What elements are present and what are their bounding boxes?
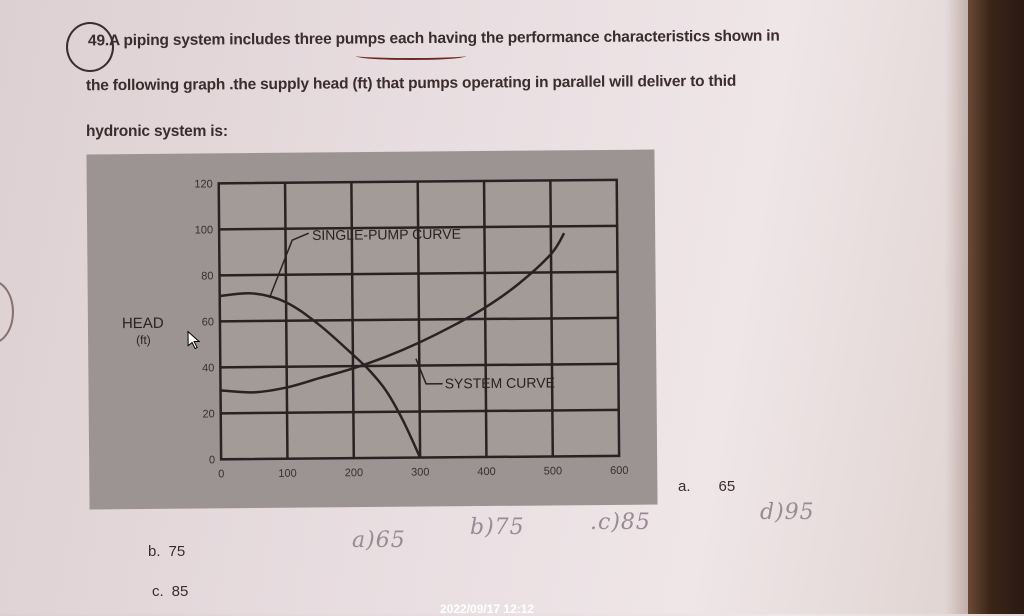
- handwritten-underline-arrow: [356, 52, 466, 60]
- x-tick-label: 600: [610, 465, 628, 477]
- grid-line-y: [219, 316, 618, 323]
- mouse-cursor-icon: [187, 330, 201, 350]
- single-pump-curve: [219, 291, 422, 459]
- x-tick-label: 500: [544, 465, 562, 477]
- question-text-1: A piping system includes three pumps eac…: [108, 27, 780, 50]
- handwritten-b: b)75: [470, 515, 525, 540]
- system-curve: [220, 232, 566, 394]
- question-line-3: hydronic system is:: [86, 123, 228, 140]
- y-axis-unit: (ft): [136, 333, 151, 347]
- y-tick-label: 60: [202, 316, 214, 328]
- x-tick-label: 200: [345, 467, 363, 479]
- chart-svg: 0 100 200 300 400 500 600 0 20 40 60 80 100 120 HEAD(f…: [122, 178, 629, 480]
- y-tick-label: 20: [202, 408, 214, 420]
- x-tick-label: 0: [218, 468, 224, 480]
- option-c: c. 85: [152, 583, 189, 600]
- option-b: b. 75: [148, 543, 186, 560]
- handwritten-a: a)65: [352, 528, 406, 553]
- y-tick-label: 120: [194, 178, 212, 190]
- y-tick-label: 80: [201, 270, 213, 282]
- option-a: a. 65: [678, 478, 736, 495]
- pump-chart: 0 100 200 300 400 500 600 0 20 40 60 80 100 120 HEAD (f…: [86, 149, 658, 510]
- y-tick-label: 0: [209, 454, 215, 466]
- system-curve-label: SYSTEM CURVE: [445, 374, 555, 391]
- desk-background: [968, 0, 1024, 614]
- y-tick-label: 40: [202, 362, 214, 374]
- single-pump-label: SINGLE-PUMP CURVE: [312, 226, 461, 243]
- x-tick-label: 100: [278, 468, 296, 480]
- x-tick-label: 400: [477, 466, 495, 478]
- grid-line-y: [219, 270, 618, 277]
- y-tick-label: 100: [195, 224, 213, 236]
- photo-timestamp: 2022/09/17 12:12: [440, 602, 535, 616]
- question-number-circle: [66, 22, 114, 72]
- handwritten-d: d)95: [760, 500, 815, 525]
- paper-edge-mark: [0, 280, 14, 344]
- single-pump-leader: [268, 232, 310, 299]
- system-curve-leader: [415, 358, 443, 385]
- x-tick-label: 300: [411, 467, 429, 479]
- page-shadow: [945, 0, 970, 614]
- grid-line-y: [220, 408, 619, 415]
- question-number: 49.: [87, 32, 110, 50]
- grid-line-y: [219, 224, 618, 231]
- y-axis-label: HEAD: [122, 315, 164, 332]
- handwritten-c: .c)85: [590, 510, 651, 535]
- question-line-1: 49.A piping system includes three pumps …: [88, 28, 780, 51]
- question-line-2: the following graph .the supply head (ft…: [85, 72, 737, 95]
